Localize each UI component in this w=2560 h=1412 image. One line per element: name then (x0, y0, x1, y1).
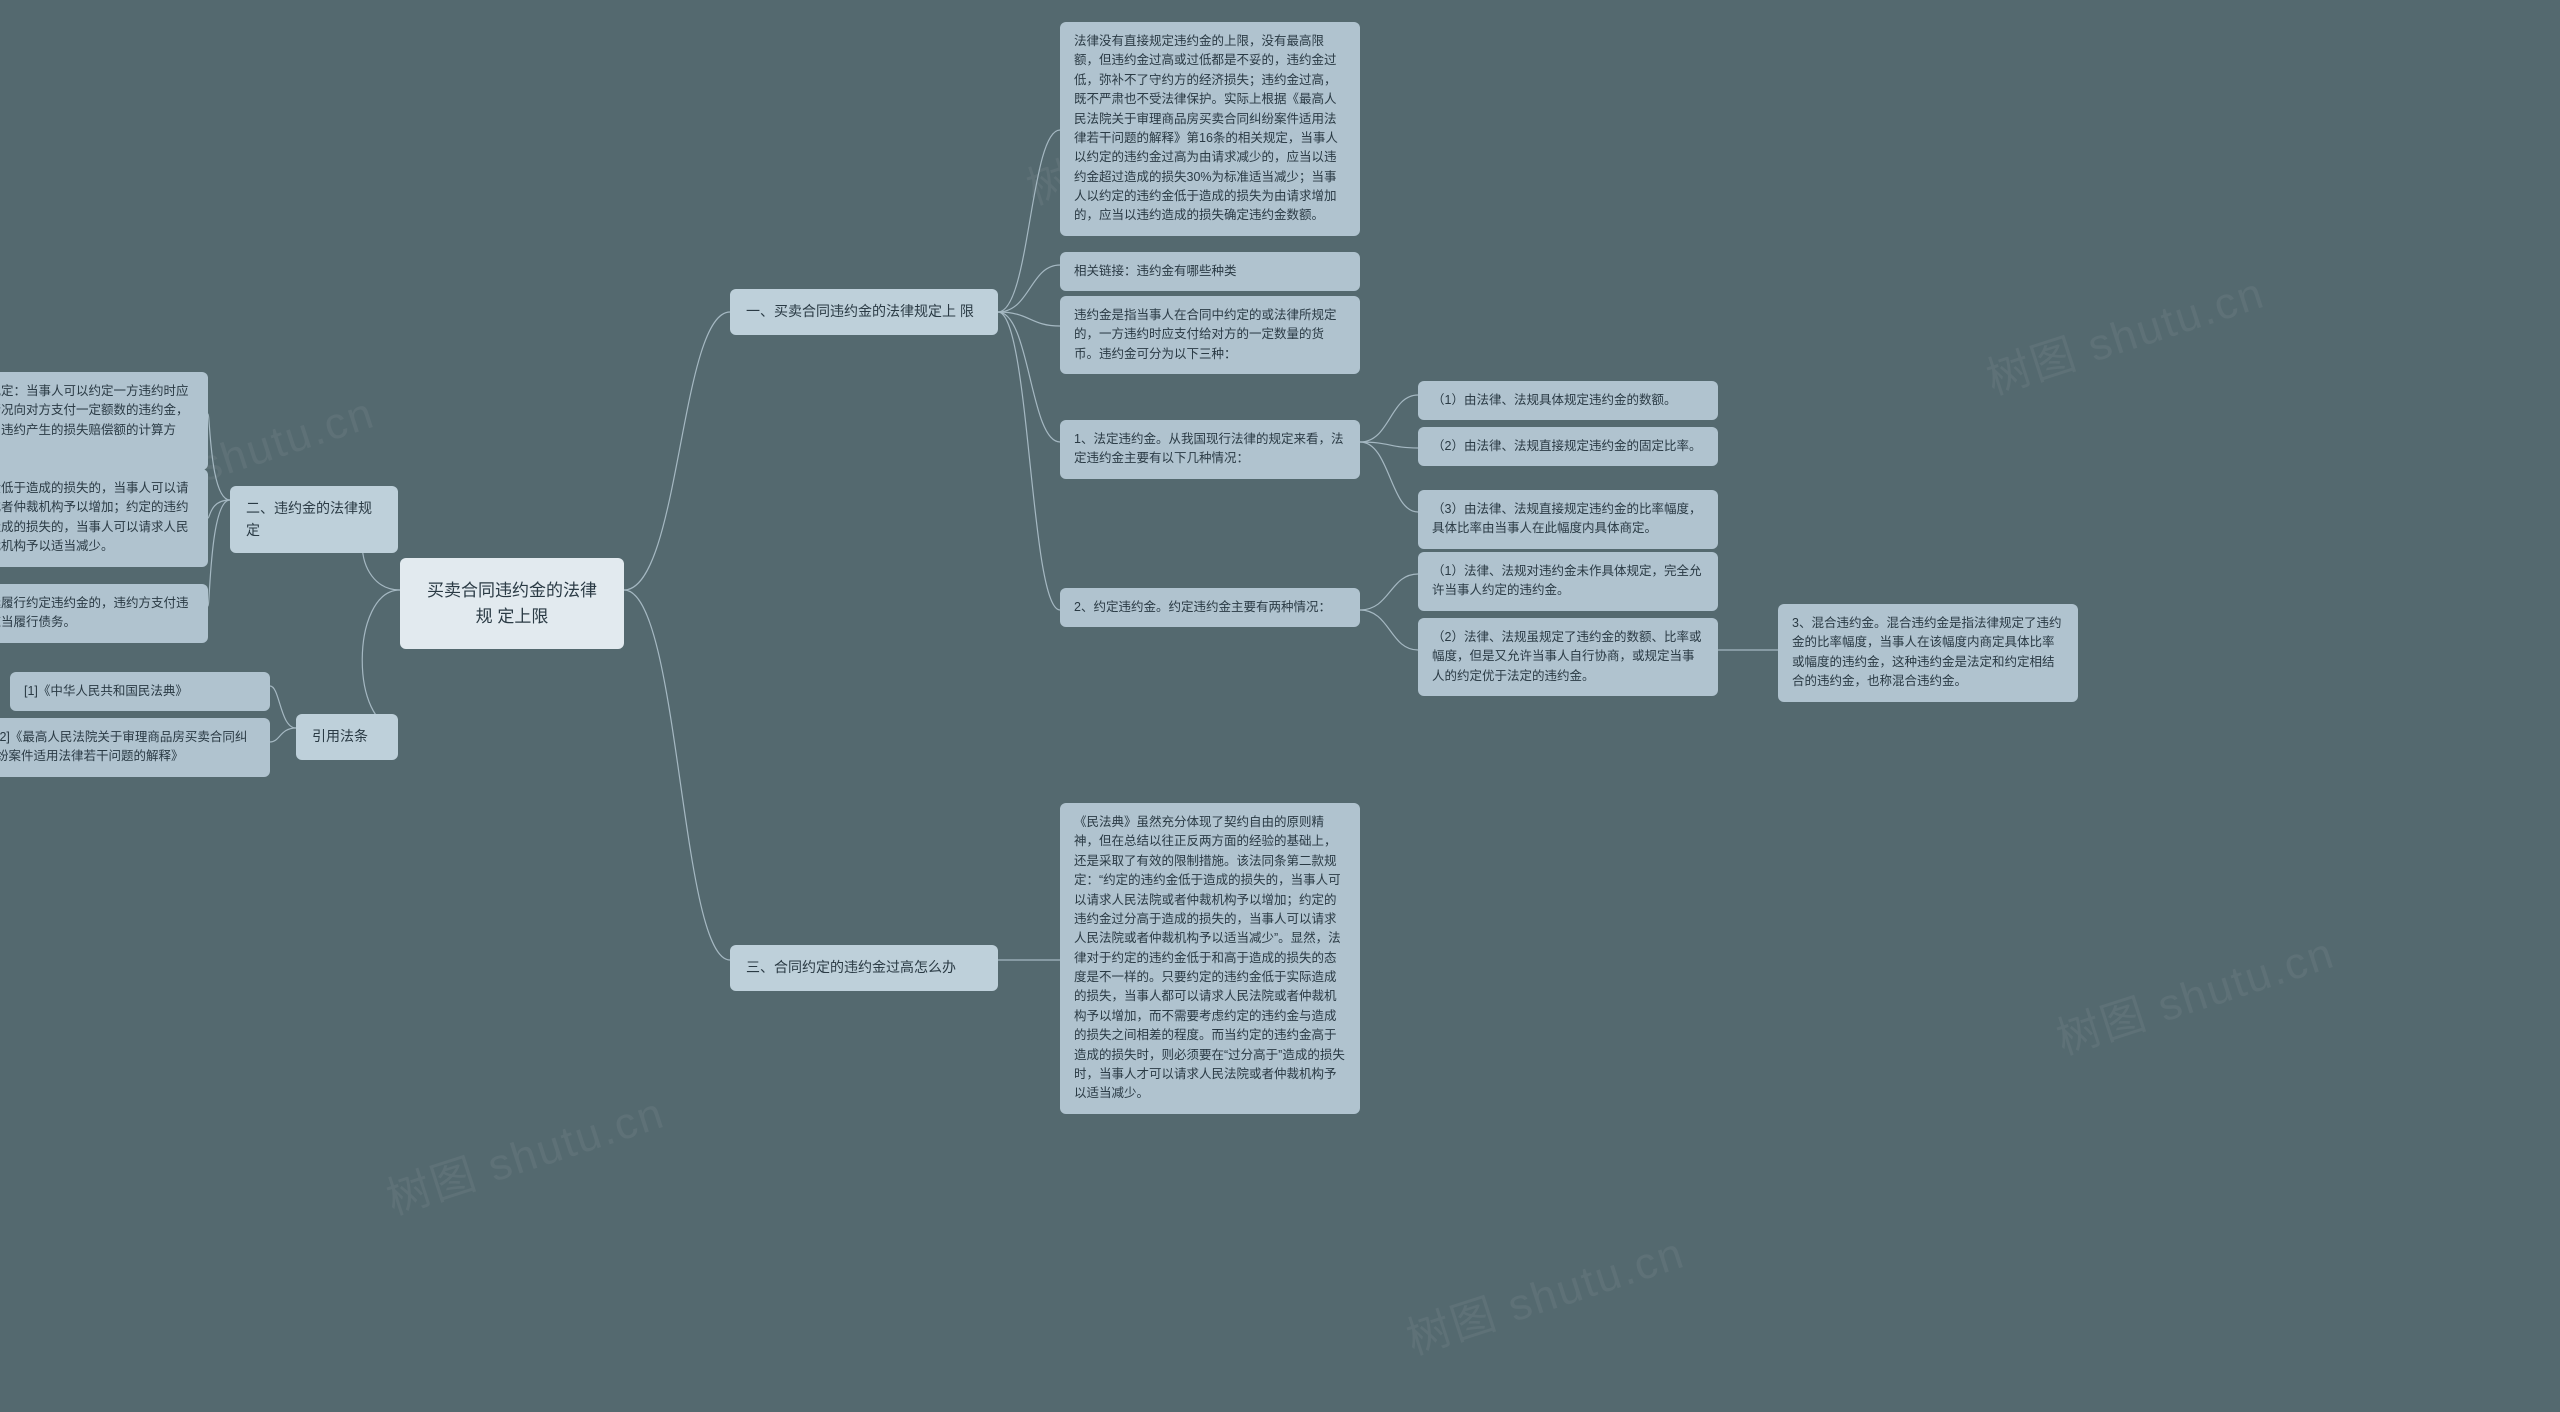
node-l1: 二、违约金的法律规定 (230, 486, 398, 553)
node-r1d1: （1）由法律、法规具体规定违约金的数额。 (1418, 381, 1718, 420)
watermark: 树图 shutu.cn (2047, 917, 2341, 1067)
node-l2b: [2]《最高人民法院关于审理商品房买卖合同纠纷案件适用法律若干问题的解释》 (0, 718, 270, 777)
node-l2: 引用法条 (296, 714, 398, 760)
node-r1e: 2、约定违约金。约定违约金主要有两种情况： (1060, 588, 1360, 627)
watermark: 树图 shutu.cn (1977, 257, 2271, 407)
node-r2a: 《民法典》虽然充分体现了契约自由的原则精神，但在总结以往正反两方面的经验的基础上… (1060, 803, 1360, 1114)
node-r1e2: （2）法律、法规虽规定了违约金的数额、比率或幅度，但是又允许当事人自行协商，或规… (1418, 618, 1718, 696)
node-r1c: 违约金是指当事人在合同中约定的或法律所规定的，一方违约时应支付给对方的一定数量的… (1060, 296, 1360, 374)
node-l1a: 《民法典》规定：当事人可以约定一方违约时应当根据违约情况向对方支付一定额数的违约… (0, 372, 208, 470)
watermark: 树图 shutu.cn (1397, 1217, 1691, 1367)
node-l1b: 约定的违约金低于造成的损失的，当事人可以请求人民法院或者仲裁机构予以增加；约定的… (0, 469, 208, 567)
node-r1b: 相关链接：违约金有哪些种类 (1060, 252, 1360, 291)
node-r1e2a: 3、混合违约金。混合违约金是指法律规定了违约金的比率幅度，当事人在该幅度内商定具… (1778, 604, 2078, 702)
node-r1d2: （2）由法律、法规直接规定违约金的固定比率。 (1418, 427, 1718, 466)
node-l2a: [1]《中华人民共和国民法典》 (10, 672, 270, 711)
node-r1: 一、买卖合同违约金的法律规定上 限 (730, 289, 998, 335)
node-r2: 三、合同约定的违约金过高怎么办 (730, 945, 998, 991)
watermark: 树图 shutu.cn (377, 1077, 671, 1227)
node-r1d: 1、法定违约金。从我国现行法律的规定来看，法定违约金主要有以下几种情况： (1060, 420, 1360, 479)
node-l1c: 当事人就迟延履行约定违约金的，违约方支付违约金后，还应当履行债务。 (0, 584, 208, 643)
node-r1e1: （1）法律、法规对违约金未作具体规定，完全允许当事人约定的违约金。 (1418, 552, 1718, 611)
node-r1a: 法律没有直接规定违约金的上限，没有最高限额，但违约金过高或过低都是不妥的，违约金… (1060, 22, 1360, 236)
node-r1d3: （3）由法律、法规直接规定违约金的比率幅度，具体比率由当事人在此幅度内具体商定。 (1418, 490, 1718, 549)
root-node: 买卖合同违约金的法律规 定上限 (400, 558, 624, 649)
